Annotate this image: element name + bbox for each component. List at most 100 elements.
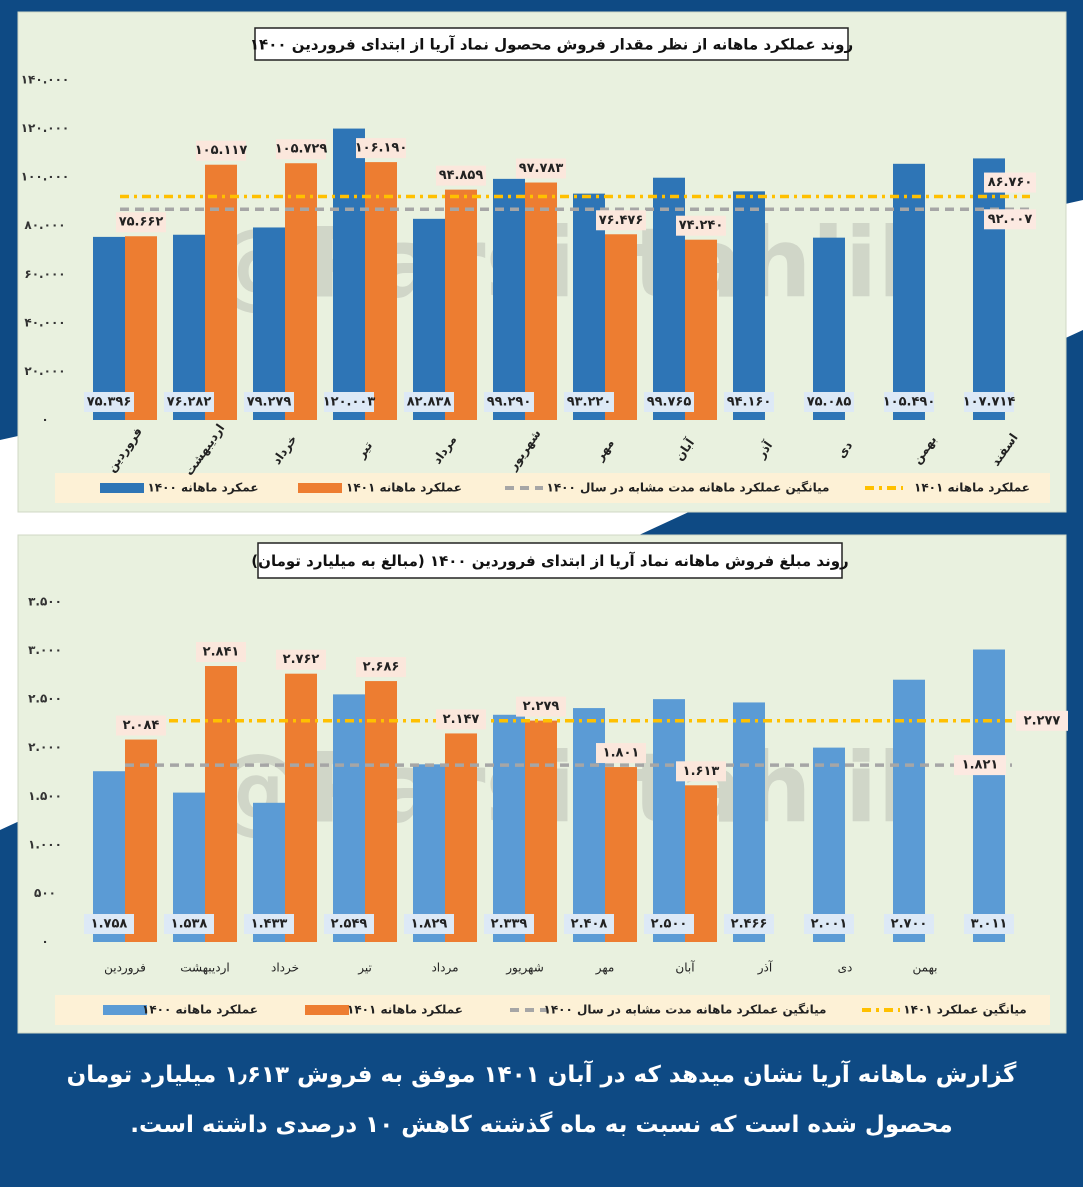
bar: [285, 673, 317, 942]
y-tick-label: ۱۴۰.۰۰۰: [21, 73, 70, 87]
value-label: ۲.۰۸۴: [123, 718, 160, 733]
y-tick-label: ۱.۵۰۰: [28, 789, 62, 803]
chart-title: روند مبلغ فروش ماهانه نماد آریا از ابتدا…: [251, 552, 848, 570]
value-label: ۱۲۰.۰۰۳: [323, 395, 376, 410]
value-label: ۷۹.۲۷۹: [247, 395, 292, 410]
value-label-box: [724, 392, 774, 412]
y-tick-label: ۲.۰۰۰: [28, 740, 62, 754]
value-label: ۲.۷۶۲: [283, 652, 320, 667]
y-tick-label: ۳.۰۰۰: [28, 643, 62, 657]
y-tick-label: ۵۰۰: [34, 886, 56, 900]
value-label-box: [164, 392, 214, 412]
value-label-box: [516, 158, 566, 179]
value-label-box: [244, 392, 294, 412]
bar: [125, 236, 157, 420]
reference-label: ۹۲.۰۰۷: [988, 212, 1033, 227]
y-tick-label: ۳.۵۰۰: [28, 595, 62, 609]
bar: [685, 239, 717, 420]
value-label: ۱.۷۵۸: [91, 917, 128, 932]
reference-label: ۱.۸۲۱: [962, 758, 999, 773]
legend-label: میانگین عملکرد ماهانه مدت مشابه در سال ۱…: [547, 481, 830, 495]
value-label-box: [644, 914, 694, 934]
legend-swatch: [305, 1005, 349, 1015]
value-label: ۷۵.۶۶۲: [119, 215, 164, 230]
reference-label-box: [984, 209, 1036, 230]
value-label-box: [84, 914, 134, 934]
bar: [893, 679, 925, 942]
y-tick-label: ۴۰.۰۰۰: [24, 315, 65, 329]
x-tick-label: آذر: [757, 960, 773, 976]
value-label: ۲.۴۶۶: [731, 917, 768, 932]
value-label-box: [196, 140, 246, 161]
value-label: ۹۳.۲۲۰: [567, 395, 612, 410]
title-box: [257, 542, 843, 579]
legend-swatch: [298, 483, 342, 493]
bar: [125, 739, 157, 942]
legend-label: عملکرد ماهانه ۱۴۰۰: [142, 1003, 258, 1017]
value-label-box: [84, 392, 134, 412]
bar: [493, 714, 525, 942]
bar: [813, 747, 845, 942]
value-label-box: [196, 642, 246, 663]
value-label: ۲.۱۴۷: [443, 712, 480, 727]
value-label-box: [676, 761, 726, 782]
value-label: ۳.۰۱۱: [971, 917, 1008, 932]
value-label: ۹۷.۷۸۳: [519, 161, 564, 176]
value-label: ۲.۶۸۶: [363, 660, 400, 675]
bar: [493, 178, 525, 420]
bar: [445, 189, 477, 420]
reference-label-box: [984, 172, 1036, 193]
value-label-box: [356, 657, 406, 678]
value-label: ۷۶.۴۷۶: [599, 213, 644, 228]
value-label: ۹۴.۸۵۹: [439, 168, 484, 183]
title-box: [254, 27, 849, 61]
value-label-box: [884, 392, 934, 412]
x-tick-label: دی: [838, 961, 853, 975]
bar: [413, 764, 445, 942]
reference-label-box: [1016, 710, 1068, 731]
value-label: ۹۹.۷۶۵: [647, 395, 692, 410]
value-label-box: [324, 914, 374, 934]
bar: [605, 767, 637, 942]
x-tick-label: اردیبهشت: [180, 961, 229, 976]
legend-box: [55, 473, 1050, 503]
reference-label: ۲.۲۷۷: [1024, 713, 1061, 728]
y-tick-label: ۱۲۰.۰۰۰: [21, 121, 70, 135]
y-tick-label: ۶۰.۰۰۰: [24, 267, 65, 281]
bar: [205, 164, 237, 420]
value-label-box: [564, 392, 614, 412]
legend-swatch: [103, 1005, 147, 1015]
bar: [413, 218, 445, 420]
bar: [525, 720, 557, 942]
reference-label-box: [954, 755, 1006, 776]
legend-swatch: [100, 483, 144, 493]
bar: [973, 158, 1005, 420]
value-label-box: [596, 743, 646, 764]
value-label-box: [516, 696, 566, 717]
legend-label: عملکرد ماهانه ۱۴۰۱: [347, 1003, 463, 1017]
value-label: ۷۵.۰۸۵: [807, 395, 852, 410]
value-label-box: [324, 392, 374, 412]
value-label-box: [804, 914, 854, 934]
value-label-box: [644, 392, 694, 412]
bar: [93, 236, 125, 420]
value-label: ۲.۴۰۸: [571, 917, 608, 932]
watermark: @Parsistahlil: [210, 732, 911, 844]
value-label: ۲.۵۴۹: [331, 917, 368, 932]
x-tick-label: آبان: [675, 960, 695, 975]
value-label: ۱۰۵.۷۲۹: [275, 142, 328, 157]
value-label-box: [356, 138, 406, 159]
x-tick-label: مهر: [595, 961, 615, 976]
reference-label: ۸۶.۷۶۰: [988, 175, 1033, 190]
y-tick-label: ۲.۵۰۰: [28, 692, 62, 706]
value-label-box: [724, 914, 774, 934]
value-label-box: [596, 210, 646, 231]
value-label-box: [484, 392, 534, 412]
caption: گزارش ماهانه آریا نشان میدهد که در آبان …: [66, 1062, 1017, 1138]
value-label-box: [484, 914, 534, 934]
value-label-box: [436, 165, 486, 186]
value-label: ۱۰۵.۱۱۷: [195, 143, 248, 158]
value-label: ۲.۷۰۰: [891, 917, 928, 932]
value-label: ۱۰۵.۴۹۰: [883, 395, 936, 410]
bar: [285, 163, 317, 421]
